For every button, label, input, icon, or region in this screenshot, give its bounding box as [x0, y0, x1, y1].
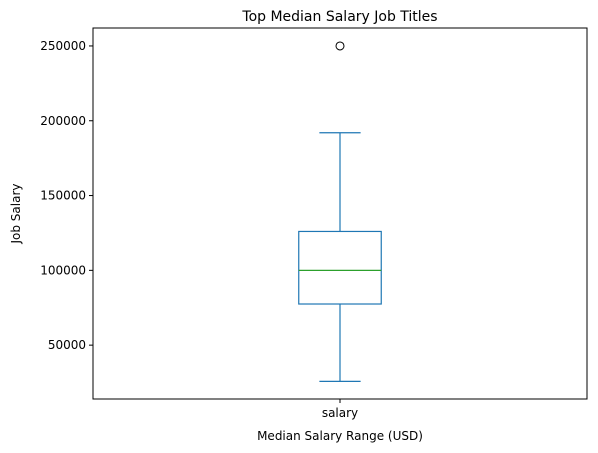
y-tick-label: 200000: [40, 114, 86, 128]
y-tick-label: 100000: [40, 263, 86, 277]
outlier-point: [335, 41, 345, 51]
iqr-box: [298, 230, 382, 305]
y-axis-title: Job Salary: [9, 183, 23, 244]
y-tick-label: 50000: [48, 338, 86, 352]
y-tick-label: 150000: [40, 189, 86, 203]
x-axis-title: Median Salary Range (USD): [257, 429, 423, 443]
chart-title: Top Median Salary Job Titles: [241, 9, 437, 25]
plot-area-frame: [92, 27, 588, 400]
plot-marks: 50000 100000 150000 200000 250000 salary: [40, 39, 382, 420]
y-tick-label: 250000: [40, 39, 86, 53]
x-tick-label: salary: [322, 406, 358, 420]
